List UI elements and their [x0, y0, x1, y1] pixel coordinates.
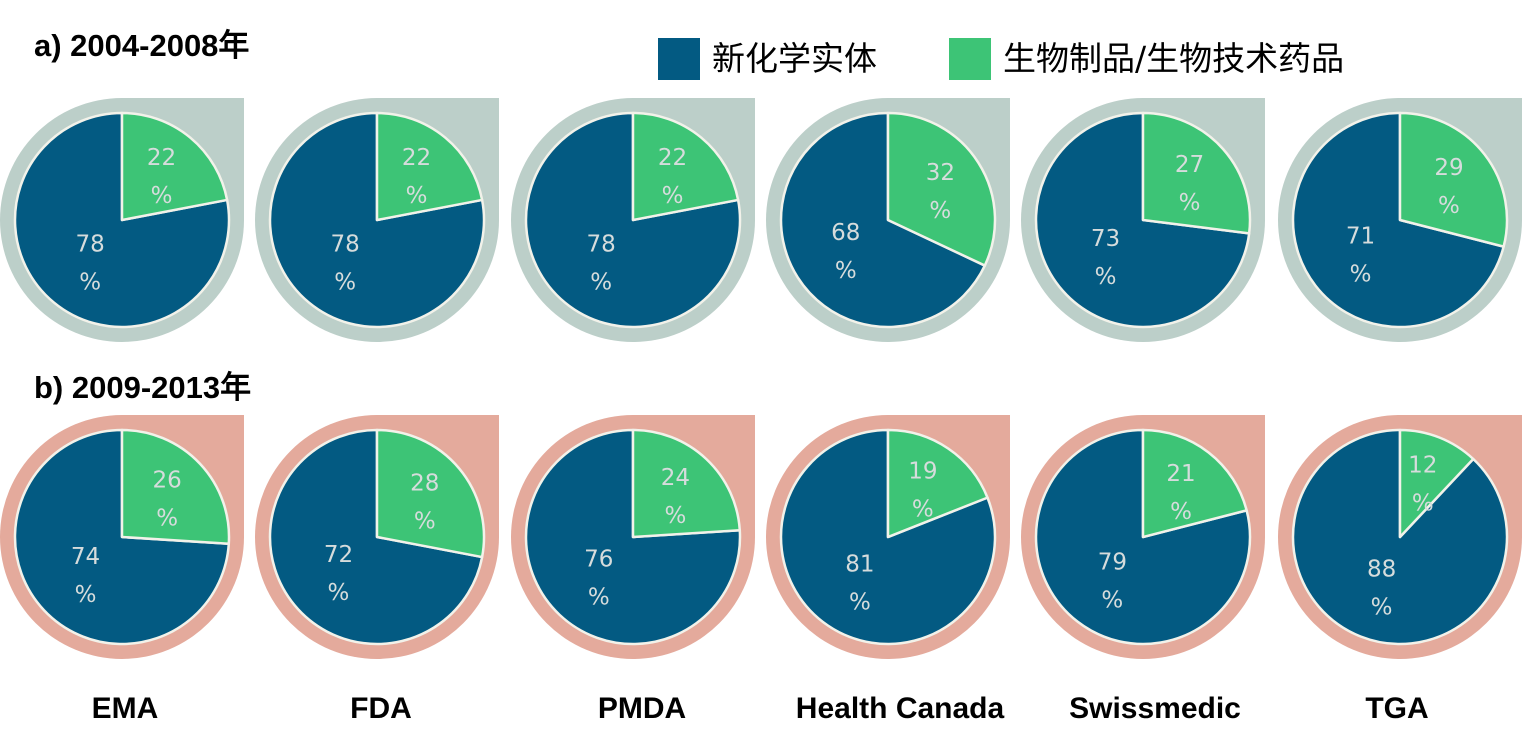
data-label-bio-row-b-ema: 26% [153, 468, 182, 532]
slice-bio-row-a-swissmedic [1141, 111, 1252, 235]
agency-label-ema: EMA [91, 692, 159, 725]
data-label-bio-row-a-ema: 22% [147, 145, 176, 209]
data-label-bio-row-b-swissmedic: 21% [1166, 461, 1195, 525]
row-b-title: b) 2009-2013年 [34, 370, 252, 405]
data-label-nce-row-b-health-canada: 81% [845, 551, 874, 615]
data-label-nce-row-b-tga: 88% [1367, 556, 1396, 620]
data-label-bio-row-a-pmda: 22% [658, 145, 687, 209]
slice-nce-row-b-pmda [524, 428, 742, 646]
pie-row-a-pmda: 22 % 78% [511, 98, 755, 342]
legend-swatch-nce [658, 38, 700, 80]
agency-label-tga: TGA [1365, 692, 1429, 725]
slice-nce-row-b-swissmedic [1034, 428, 1252, 646]
data-label-bio-row-a-swissmedic: 27% [1175, 152, 1204, 216]
data-label-nce-row-a-tga: 71% [1346, 224, 1375, 288]
legend-swatch-bio [949, 38, 991, 80]
slice-nce-row-a-tga [1291, 111, 1505, 329]
pie-row-b-fda: 28 % 72% [255, 415, 499, 659]
slice-bio-row-b-pmda [631, 428, 742, 539]
slice-bio-row-a-pmda [631, 111, 740, 222]
slice-nce-row-a-health-canada [779, 111, 987, 329]
data-label-bio-row-b-health-canada: 19% [908, 459, 937, 523]
pie-row-b-health-canada: 19 % 81% [766, 415, 1010, 659]
slice-bio-row-b-tga [1398, 428, 1475, 539]
pie-row-b-tga: 12 % 88% [1278, 415, 1522, 659]
slice-bio-row-b-fda [375, 428, 486, 559]
legend-item-nce: 新化学实体 [658, 38, 877, 80]
data-label-nce-row-b-pmda: 76% [584, 546, 613, 610]
data-label-nce-row-b-ema: 74% [71, 544, 100, 608]
pie-row-b-pmda: 24 % 76% [511, 415, 755, 659]
data-label-bio-row-b-pmda: 24% [661, 465, 690, 529]
pie-row-a-swissmedic: 27 % 73% [1021, 98, 1265, 342]
data-label-bio-row-a-fda: 22% [402, 145, 431, 209]
slice-bio-row-a-health-canada [886, 111, 997, 267]
pie-row-a-ema: 22 % 78% [0, 98, 244, 342]
agency-label-health-canada: Health Canada [795, 692, 1005, 725]
data-label-nce-row-a-ema: 78% [75, 232, 104, 296]
data-label-nce-row-a-fda: 78% [330, 232, 359, 296]
slice-bio-row-a-ema [120, 111, 229, 222]
legend-item-bio: 生物制品/生物技术药品 [949, 38, 1344, 80]
slice-bio-row-b-health-canada [886, 428, 989, 539]
pie-row-b-swissmedic: 21 % 79% [1021, 415, 1265, 659]
pie-row-a-fda: 22 % 78% [255, 98, 499, 342]
pie-row-a-tga: 29 % 71% [1278, 98, 1522, 342]
data-label-nce-row-a-swissmedic: 73% [1091, 226, 1120, 290]
agency-label-fda: FDA [350, 692, 412, 725]
legend-label-nce: 新化学实体 [712, 39, 877, 78]
pie-row-b-ema: 26 % 74% [0, 415, 244, 659]
data-label-bio-row-a-health-canada: 32% [926, 160, 955, 224]
row-a-title: a) 2004-2008年 [34, 28, 250, 63]
data-label-nce-row-b-fda: 72% [324, 542, 353, 606]
data-label-nce-row-a-health-canada: 68% [831, 220, 860, 284]
legend-label-bio: 生物制品/生物技术药品 [1003, 39, 1345, 78]
data-label-bio-row-b-fda: 28% [410, 470, 439, 534]
slice-bio-row-a-tga [1398, 111, 1509, 248]
agency-label-pmda: PMDA [597, 692, 687, 725]
slice-bio-row-b-swissmedic [1141, 428, 1248, 539]
slice-bio-row-b-ema [120, 428, 231, 545]
slice-bio-row-a-fda [375, 111, 484, 222]
data-label-bio-row-b-tga: 12% [1408, 452, 1437, 516]
data-label-nce-row-b-swissmedic: 79% [1098, 550, 1127, 614]
data-label-bio-row-a-tga: 29% [1434, 155, 1463, 219]
pie-row-a-health-canada: 32 % 68% [766, 98, 1010, 342]
data-label-nce-row-a-pmda: 78% [586, 232, 615, 296]
agency-label-swissmedic: Swissmedic [1069, 692, 1241, 725]
